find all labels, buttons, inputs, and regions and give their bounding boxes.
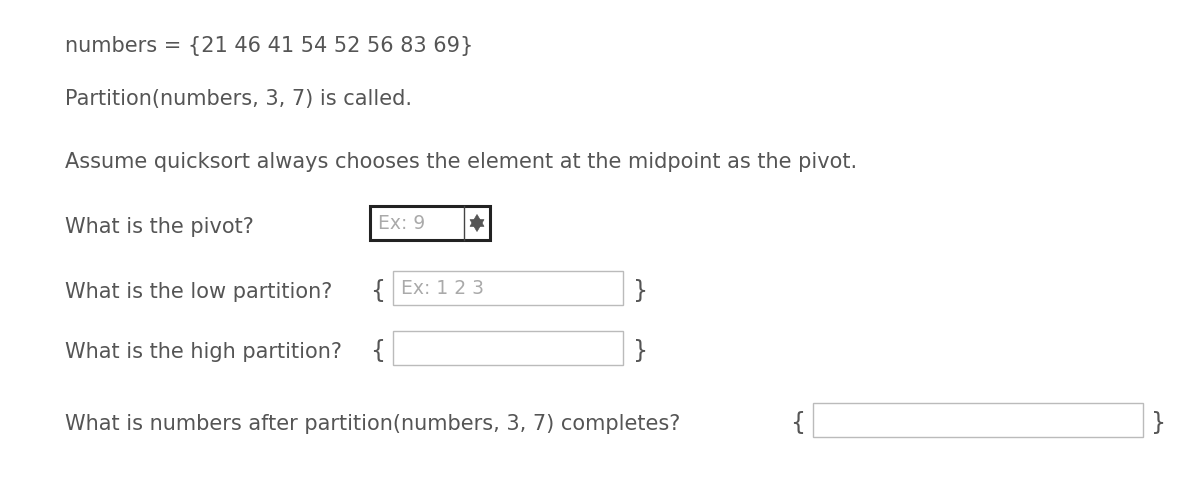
Polygon shape [470, 220, 484, 232]
FancyBboxPatch shape [394, 272, 623, 305]
Text: What is numbers after partition(numbers, 3, 7) completes?: What is numbers after partition(numbers,… [65, 413, 680, 433]
FancyBboxPatch shape [370, 207, 490, 241]
Text: {: { [790, 410, 805, 434]
Text: }: } [1151, 410, 1166, 434]
Text: {: { [370, 278, 385, 302]
Text: {: { [370, 338, 385, 362]
Text: Ex: 1 2 3: Ex: 1 2 3 [401, 278, 484, 297]
Text: }: } [634, 338, 648, 362]
Text: What is the low partition?: What is the low partition? [65, 281, 332, 302]
FancyBboxPatch shape [814, 403, 1142, 437]
Text: Partition(numbers, 3, 7) is called.: Partition(numbers, 3, 7) is called. [65, 89, 412, 109]
Text: What is the pivot?: What is the pivot? [65, 216, 254, 237]
Polygon shape [470, 215, 484, 227]
Text: Ex: 9: Ex: 9 [378, 213, 425, 232]
Text: Assume quicksort always chooses the element at the midpoint as the pivot.: Assume quicksort always chooses the elem… [65, 151, 857, 172]
Text: numbers = {21 46 41 54 52 56 83 69}: numbers = {21 46 41 54 52 56 83 69} [65, 36, 473, 56]
Text: What is the high partition?: What is the high partition? [65, 341, 342, 361]
FancyBboxPatch shape [394, 332, 623, 365]
Text: }: } [634, 278, 648, 302]
